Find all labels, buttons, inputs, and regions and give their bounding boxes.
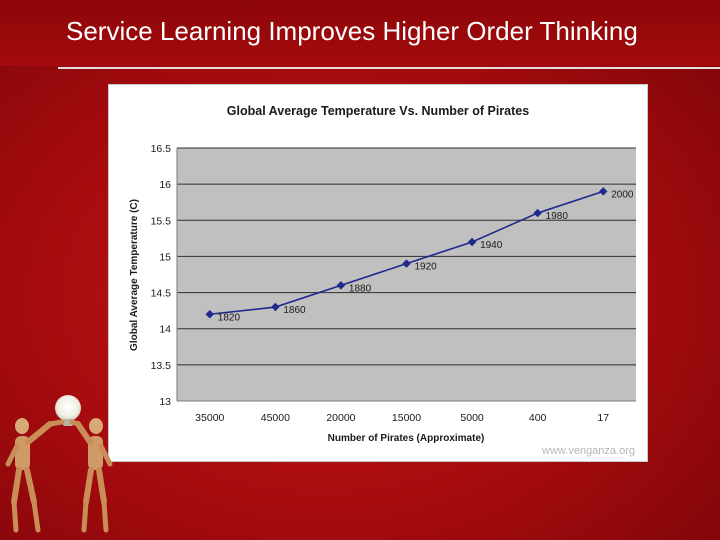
- data-label: 1980: [546, 211, 569, 222]
- x-tick-label: 17: [597, 412, 609, 424]
- x-tick-label: 20000: [326, 412, 355, 424]
- y-tick-label: 13.5: [151, 360, 172, 372]
- x-tick-label: 400: [529, 412, 547, 424]
- data-point: [533, 208, 542, 218]
- chart-title: Global Average Temperature Vs. Number of…: [227, 104, 529, 118]
- data-point: [336, 281, 346, 290]
- slide-title: Service Learning Improves Higher Order T…: [66, 16, 638, 46]
- chart-credit: www.venganza.org: [541, 445, 635, 457]
- data-point: [467, 237, 477, 247]
- y-tick-label: 16: [159, 179, 171, 191]
- x-tick-label: 45000: [261, 412, 290, 424]
- plot-area: [177, 148, 636, 401]
- data-label: 1920: [415, 262, 438, 273]
- data-point: [402, 259, 411, 268]
- data-point: [205, 310, 215, 319]
- x-tick-label: 35000: [195, 412, 224, 424]
- data-label: 2000: [611, 189, 634, 200]
- x-tick-label: 15000: [392, 412, 421, 424]
- data-label: 1860: [283, 305, 306, 316]
- y-tick-label: 14.5: [151, 288, 172, 300]
- data-label: 1820: [218, 312, 241, 323]
- title-divider: [58, 67, 720, 69]
- chart-image: Global Average Temperature Vs. Number of…: [108, 84, 648, 462]
- y-axis-title: Global Average Temperature (C): [129, 199, 140, 351]
- y-tick-label: 13: [159, 396, 171, 408]
- chart-svg: Global Average Temperature Vs. Number of…: [129, 104, 636, 457]
- x-tick-label: 5000: [460, 412, 484, 424]
- y-tick-label: 16.5: [151, 143, 172, 155]
- data-label: 1880: [349, 283, 372, 294]
- data-point: [271, 302, 280, 312]
- wooden-mannequins-holding-lightbulb-icon: [5, 395, 113, 533]
- x-axis-title: Number of Pirates (Approximate): [328, 433, 485, 444]
- y-tick-label: 14: [159, 324, 171, 336]
- data-label: 1940: [480, 240, 503, 251]
- y-tick-label: 15.5: [151, 215, 172, 227]
- title-bar: Service Learning Improves Higher Order T…: [0, 0, 720, 66]
- y-tick-label: 15: [159, 251, 171, 263]
